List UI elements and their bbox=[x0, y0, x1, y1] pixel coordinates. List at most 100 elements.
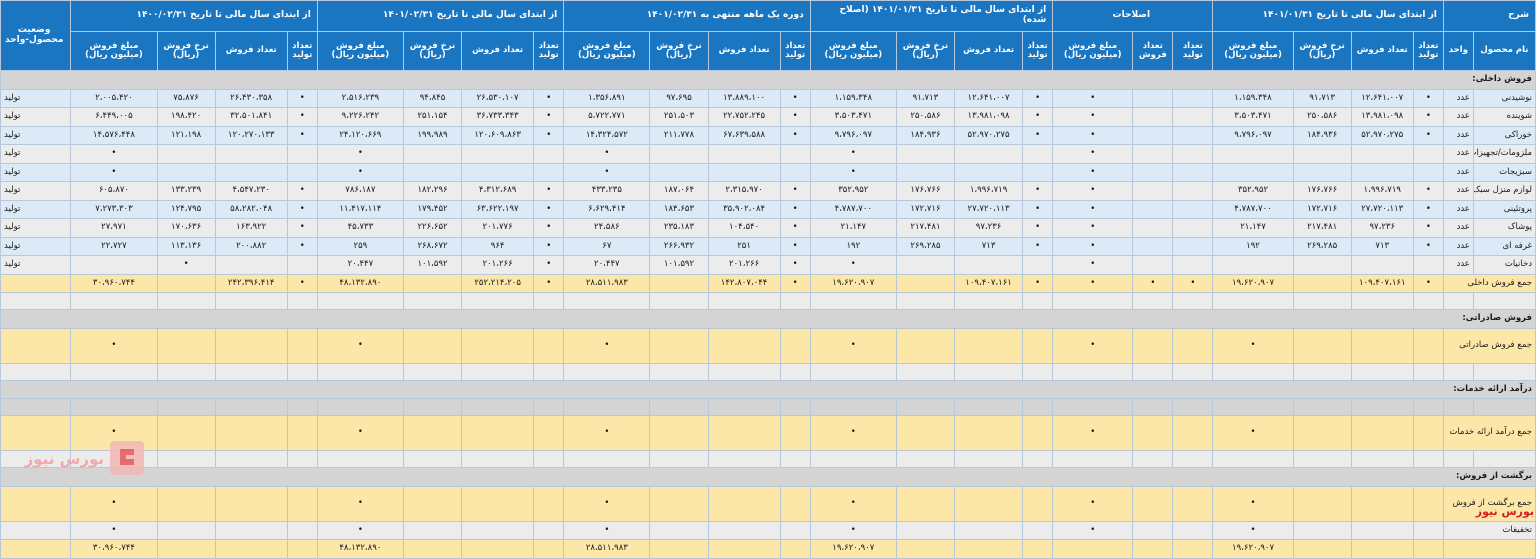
group-a-cell bbox=[1412, 162, 1444, 182]
section-row-services: درآمد ارائه خدمات: bbox=[0, 379, 1536, 399]
group-c-cell bbox=[953, 327, 1024, 364]
product-status: تولید bbox=[0, 107, 72, 127]
group-e-cell: • bbox=[533, 107, 565, 127]
empty-cell bbox=[0, 450, 72, 468]
col-a-amount: مبلغ فروش (میلیون ریال) bbox=[1212, 31, 1294, 71]
empty-cell bbox=[156, 450, 216, 468]
empty-cell bbox=[1052, 398, 1134, 416]
group-f-cell: • bbox=[286, 273, 318, 293]
col-a-rate: نرخ فروش (ریال) bbox=[1292, 31, 1352, 71]
group-f-cell: • bbox=[286, 181, 318, 201]
group-c-cell bbox=[895, 415, 956, 451]
group-d-cell bbox=[779, 520, 811, 540]
empty-cell bbox=[1052, 450, 1134, 468]
group-e-cell: • bbox=[533, 218, 565, 238]
group-d-cell: • bbox=[779, 181, 811, 201]
empty-cell bbox=[1132, 292, 1174, 310]
empty-cell bbox=[402, 292, 463, 310]
group-f-cell: ۱۲۰،۲۷۰،۱۳۳ bbox=[214, 125, 288, 145]
total-row-services: جمع درآمد ارائه خدمات • • • • • • bbox=[0, 415, 1537, 451]
group-f-cell: • bbox=[70, 327, 158, 364]
group-b-cell: • bbox=[1052, 144, 1134, 164]
group-c-cell bbox=[895, 485, 956, 522]
group-c-cell: ۱۸۴،۹۳۶ bbox=[895, 125, 956, 145]
group-b-cell: • bbox=[1052, 125, 1134, 145]
col-e-rate: نرخ فروش (ریال) bbox=[402, 31, 463, 71]
col-group-e: از ابتدای سال مالی تا تاریخ ۱۴۰۱/۰۲/۳۱ bbox=[316, 0, 565, 32]
empty-cell bbox=[1212, 292, 1294, 310]
group-c-cell: ۹،۷۹۶،۰۹۷ bbox=[809, 125, 897, 145]
empty-cell bbox=[1472, 292, 1537, 310]
group-f-cell: ۶،۴۴۹،۰۰۵ bbox=[70, 107, 158, 127]
group-e-cell: • bbox=[316, 520, 404, 540]
group-f-cell: ۱۷۰،۶۳۶ bbox=[156, 218, 216, 238]
col-group-c: از ابتدای سال مالی تا تاریخ ۱۴۰۱/۰۱/۳۱ (… bbox=[809, 0, 1054, 32]
group-a-cell: • bbox=[1212, 485, 1294, 522]
group-e-cell: • bbox=[533, 125, 565, 145]
product-status bbox=[0, 415, 72, 451]
group-c-cell: • bbox=[809, 162, 897, 182]
group-e-cell bbox=[402, 485, 463, 522]
group-d-cell: • bbox=[563, 415, 651, 451]
group-e-cell: ۲۵۱،۱۵۴ bbox=[402, 107, 463, 127]
group-b-cell bbox=[1172, 236, 1214, 256]
group-e-cell: • bbox=[533, 181, 565, 201]
product-name: دخانیات bbox=[1472, 255, 1537, 275]
group-c-cell: • bbox=[1022, 273, 1054, 293]
group-a-cell: • bbox=[1412, 88, 1444, 108]
group-e-cell bbox=[461, 415, 535, 451]
group-a-cell: ۳۵۲،۹۵۲ bbox=[1212, 181, 1294, 201]
product-name: خوراکی bbox=[1472, 125, 1537, 145]
group-e-cell: ۶۳،۶۲۲،۱۹۷ bbox=[461, 199, 535, 219]
group-d-cell: • bbox=[779, 199, 811, 219]
group-e-cell: ۱۸۲،۲۹۶ bbox=[402, 181, 463, 201]
group-a-cell: ۱،۹۹۶،۷۱۹ bbox=[1350, 181, 1414, 201]
group-c-cell bbox=[1022, 415, 1054, 451]
empty-cell bbox=[1292, 450, 1352, 468]
group-d-cell: ۲۵۱ bbox=[707, 236, 781, 256]
group-a-cell bbox=[1350, 415, 1414, 451]
group-e-cell bbox=[461, 162, 535, 182]
group-a-cell bbox=[1292, 273, 1352, 293]
group-d-cell: ۵،۷۲۲،۷۷۱ bbox=[563, 107, 651, 127]
group-b-cell bbox=[1172, 199, 1214, 219]
group-d-cell: • bbox=[779, 107, 811, 127]
group-d-cell: ۶۷،۶۳۹،۵۸۸ bbox=[707, 125, 781, 145]
group-c-cell: ۵۲،۹۷۰،۲۷۵ bbox=[953, 125, 1024, 145]
group-a-cell: ۱۹،۶۲۰،۹۰۷ bbox=[1212, 273, 1294, 293]
empty-cell bbox=[563, 398, 651, 416]
product-status: تولید bbox=[0, 88, 72, 108]
group-b-cell bbox=[1172, 415, 1214, 451]
empty-cell bbox=[1412, 362, 1444, 381]
group-c-cell bbox=[895, 255, 956, 275]
group-e-cell: ۹،۲۲۶،۲۴۲ bbox=[316, 107, 404, 127]
group-d-cell: • bbox=[563, 144, 651, 164]
col-f-rate: نرخ فروش (ریال) bbox=[156, 31, 216, 71]
product-name: لوازم منزل سبک bbox=[1472, 181, 1537, 201]
group-b-cell bbox=[1172, 539, 1214, 559]
group-f-cell: • bbox=[286, 236, 318, 256]
group-e-cell bbox=[461, 539, 535, 559]
empty-cell bbox=[286, 292, 318, 310]
empty-cell bbox=[70, 362, 158, 381]
empty-cell bbox=[1212, 398, 1294, 416]
product-status: تولید bbox=[0, 236, 72, 256]
col-e-amount: مبلغ فروش (میلیون ریال) bbox=[316, 31, 404, 71]
group-f-cell: ۱۲۱،۱۹۸ bbox=[156, 125, 216, 145]
product-name: پروتئینی bbox=[1472, 199, 1537, 219]
product-status: تولید bbox=[0, 218, 72, 238]
product-name: سبزیجات bbox=[1472, 162, 1537, 182]
group-a-cell: • bbox=[1412, 199, 1444, 219]
group-f-cell: ۲۴۲،۳۹۶،۴۱۴ bbox=[214, 273, 288, 293]
group-a-cell: ۱۳،۹۸۱،۰۹۸ bbox=[1350, 107, 1414, 127]
group-d-cell: • bbox=[779, 255, 811, 275]
section-title: برگشت از فروش: bbox=[0, 467, 1536, 487]
group-e-cell: ۴۸،۱۳۲،۸۹۰ bbox=[316, 273, 404, 293]
empty-cell bbox=[461, 450, 535, 468]
group-a-cell: ۲۶۹،۲۸۵ bbox=[1292, 236, 1352, 256]
section-title: فروش صادراتی: bbox=[0, 309, 1536, 329]
group-d-cell bbox=[649, 162, 709, 182]
product-unit: عدد bbox=[1442, 199, 1474, 219]
header-group-row: شرح از ابتدای سال مالی تا تاریخ ۱۴۰۱/۰۱/… bbox=[0, 0, 1537, 71]
col-d-rate: نرخ فروش (ریال) bbox=[649, 31, 709, 71]
